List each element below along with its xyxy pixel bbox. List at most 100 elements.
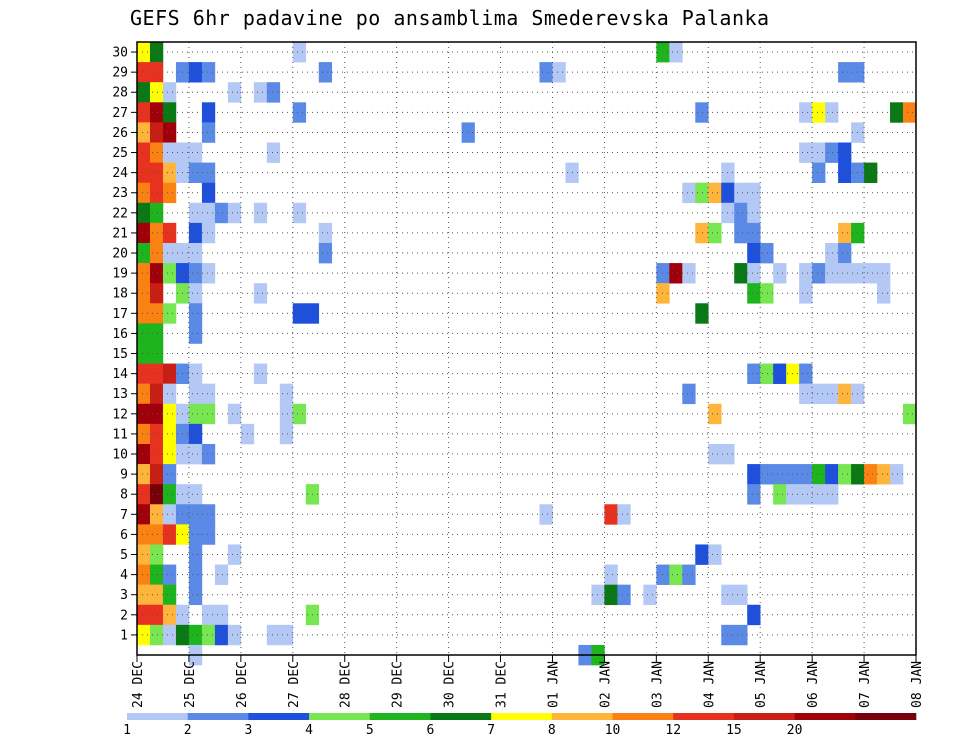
heatmap-cell bbox=[747, 484, 761, 505]
heatmap-cell bbox=[149, 343, 164, 364]
heatmap-cell bbox=[162, 604, 177, 626]
heatmap-cell bbox=[137, 82, 151, 103]
heatmap-cell bbox=[162, 584, 177, 606]
heatmap-cell bbox=[734, 222, 748, 244]
heatmap-cell bbox=[149, 564, 164, 585]
heatmap-cell bbox=[201, 102, 216, 123]
heatmap-cell bbox=[604, 504, 618, 525]
colorbar-label: 1 bbox=[123, 723, 131, 738]
y-tick-label: 5 bbox=[120, 548, 128, 563]
heatmap-cell bbox=[162, 484, 177, 505]
heatmap-cell bbox=[695, 182, 709, 204]
heatmap-cell bbox=[162, 403, 177, 425]
heatmap-cell bbox=[137, 42, 151, 63]
heatmap-cell bbox=[149, 584, 164, 606]
heatmap-cell bbox=[188, 443, 203, 465]
heatmap-cell bbox=[682, 383, 696, 405]
heatmap-cell bbox=[799, 383, 813, 405]
heatmap-cell bbox=[539, 504, 553, 525]
heatmap-cell bbox=[162, 423, 177, 445]
heatmap-cell bbox=[214, 604, 229, 626]
heatmap-cell bbox=[149, 604, 164, 626]
heatmap-cell bbox=[227, 82, 242, 103]
heatmap-cell bbox=[318, 62, 333, 83]
heatmap-cell bbox=[292, 303, 307, 324]
heatmap-cell bbox=[890, 464, 904, 485]
colorbar-label: 12 bbox=[665, 723, 681, 738]
y-tick-label: 29 bbox=[112, 66, 128, 81]
heatmap-cell bbox=[201, 162, 216, 183]
heatmap-cell bbox=[747, 263, 761, 284]
heatmap-cell bbox=[227, 544, 242, 565]
heatmap-cell bbox=[137, 323, 151, 344]
y-tick-label: 4 bbox=[120, 568, 128, 583]
heatmap-cell bbox=[838, 464, 852, 485]
heatmap-cell bbox=[812, 383, 826, 405]
colorbar-label: 6 bbox=[427, 723, 435, 738]
heatmap-cell bbox=[149, 403, 164, 425]
heatmap-cell bbox=[149, 363, 164, 384]
colorbar-label: 20 bbox=[787, 723, 803, 738]
x-tick-label: 27 DEC bbox=[287, 661, 302, 708]
x-tick-label: 28 DEC bbox=[339, 661, 354, 708]
heatmap-cell bbox=[708, 222, 722, 244]
heatmap-cell bbox=[760, 283, 774, 304]
chart-title: GEFS 6hr padavine po ansamblima Smederev… bbox=[130, 6, 770, 30]
heatmap-cell bbox=[812, 162, 826, 183]
y-tick-label: 20 bbox=[112, 247, 128, 262]
heatmap-cell bbox=[188, 584, 203, 606]
heatmap-cell bbox=[149, 222, 164, 244]
heatmap-cell bbox=[812, 142, 826, 163]
heatmap-cell bbox=[162, 222, 177, 244]
x-tick-label: 25 DEC bbox=[183, 661, 198, 708]
heatmap-cell bbox=[747, 222, 761, 244]
heatmap-cell bbox=[149, 122, 164, 143]
heatmap-cell bbox=[253, 82, 268, 103]
heatmap-cell bbox=[137, 484, 151, 505]
colorbar-label: 7 bbox=[487, 723, 495, 738]
heatmap-cell bbox=[201, 624, 216, 646]
heatmap-cell bbox=[292, 202, 307, 224]
heatmap-cell bbox=[149, 383, 164, 405]
heatmap-cell bbox=[201, 62, 216, 83]
heatmap-cell bbox=[188, 564, 203, 585]
heatmap-cell bbox=[214, 202, 229, 224]
heatmap-cell bbox=[825, 102, 839, 123]
heatmap-cell bbox=[825, 383, 839, 405]
x-tick-label: 30 DEC bbox=[443, 661, 458, 708]
heatmap-cell bbox=[227, 403, 242, 425]
heatmap-cell bbox=[695, 102, 709, 123]
x-tick-label: 24 DEC bbox=[131, 661, 146, 708]
heatmap-cell bbox=[149, 202, 164, 224]
heatmap-cell bbox=[162, 383, 177, 405]
heatmap-cell bbox=[864, 263, 878, 284]
y-tick-label: 14 bbox=[112, 367, 128, 382]
heatmap-cell bbox=[137, 624, 151, 646]
heatmap-cell bbox=[682, 182, 696, 204]
heatmap-cell bbox=[188, 383, 203, 405]
heatmap-cell bbox=[149, 323, 164, 344]
heatmap-cell bbox=[162, 242, 177, 264]
heatmap-cell bbox=[201, 383, 216, 405]
colorbar-swatch bbox=[673, 713, 735, 720]
heatmap-cell bbox=[838, 263, 852, 284]
heatmap-cell bbox=[708, 443, 722, 465]
heatmap-cell bbox=[799, 283, 813, 304]
heatmap-cell bbox=[695, 222, 709, 244]
heatmap-cell bbox=[201, 263, 216, 284]
y-tick-label: 9 bbox=[120, 468, 128, 483]
heatmap-cell bbox=[149, 624, 164, 646]
heatmap-cell bbox=[137, 363, 151, 384]
heatmap-cell bbox=[137, 122, 151, 143]
y-axis: 1234567891011121314151617181920212223242… bbox=[112, 46, 137, 643]
heatmap-cell bbox=[188, 423, 203, 445]
colorbar-swatch bbox=[794, 713, 856, 720]
heatmap-cell bbox=[137, 283, 151, 304]
heatmap-cell bbox=[903, 403, 917, 425]
heatmap-cell bbox=[604, 584, 618, 606]
heatmap-cell bbox=[838, 222, 852, 244]
heatmap-cell bbox=[162, 162, 177, 183]
heatmap-cell bbox=[188, 303, 203, 324]
heatmap-cell bbox=[799, 363, 813, 384]
heatmap-cell bbox=[162, 303, 177, 324]
